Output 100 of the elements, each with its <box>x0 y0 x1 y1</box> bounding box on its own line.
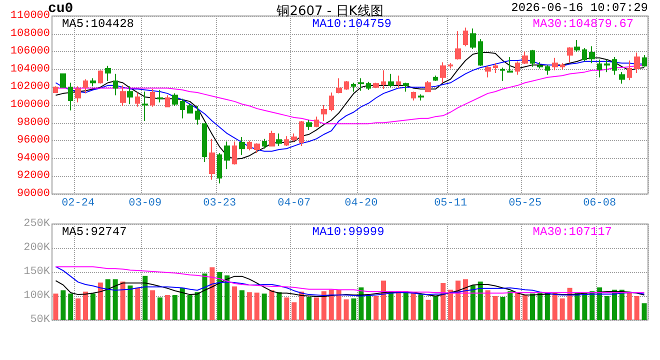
x-tick-label: 04-07 <box>278 198 311 210</box>
x-tick-label: 03-09 <box>128 198 162 210</box>
candlestick <box>299 120 304 146</box>
y-tick-label: 98000 <box>16 116 50 129</box>
y-tick-label: 100K <box>24 290 50 302</box>
y-tick-label: 104000 <box>10 63 50 76</box>
candlestick <box>172 92 178 106</box>
candlestick <box>589 46 595 64</box>
x-tick-label: 03-23 <box>203 198 236 210</box>
candlestick <box>291 132 297 142</box>
y-tick-label: 150K <box>24 266 50 278</box>
y-tick-label: 96000 <box>16 134 50 147</box>
candlestick <box>597 59 602 78</box>
annotation: MA30:104879.67 <box>532 17 634 31</box>
candlestick <box>98 70 103 84</box>
candlestick <box>507 56 513 73</box>
candlestick <box>560 62 565 70</box>
candlestick <box>545 64 550 76</box>
candlestick <box>344 80 349 90</box>
annotation: MA30:107117 <box>532 225 612 239</box>
candlestick <box>411 91 416 102</box>
x-tick-label: 06-08 <box>583 198 616 210</box>
candlestick <box>522 51 528 65</box>
text: 2026-06-16 10:07:29 <box>511 1 648 15</box>
candlestick <box>440 62 446 84</box>
candlestick <box>165 94 170 108</box>
candlestick <box>262 138 267 150</box>
candlestick <box>455 30 461 60</box>
y-tick-label: 200K <box>24 242 50 254</box>
annotation: MA5:104428 <box>62 17 134 31</box>
candlestick <box>478 38 483 66</box>
candlestick <box>195 105 200 126</box>
candlestick <box>105 65 111 82</box>
y-tick-label: 90000 <box>16 188 50 200</box>
candlestick <box>604 59 610 73</box>
candlestick <box>284 136 289 146</box>
x-tick-label: 05-11 <box>434 198 468 210</box>
candlestick <box>642 54 647 68</box>
candlestick <box>418 94 424 102</box>
candlestick <box>388 73 394 88</box>
candlestick <box>269 130 275 146</box>
candlestick <box>232 140 237 166</box>
candlestick <box>83 78 88 94</box>
candlestick <box>276 132 282 146</box>
candlestick <box>634 52 640 74</box>
candlestick <box>127 86 133 105</box>
x-tick-label: 02-24 <box>62 198 95 210</box>
candlestick <box>254 142 260 154</box>
candlestick <box>53 86 58 94</box>
y-tick-label: 250K <box>24 218 50 230</box>
candlestick <box>396 75 401 89</box>
candlestick <box>224 140 230 170</box>
y-tick-label: 108000 <box>10 28 50 40</box>
candlestick <box>612 56 617 76</box>
candlestick <box>537 62 543 70</box>
candlestick <box>113 73 118 96</box>
candlestick <box>68 82 73 111</box>
y-tick-label: 94000 <box>16 152 50 164</box>
x-tick-label: 04-20 <box>344 198 378 210</box>
candlestick <box>552 57 558 71</box>
candlestick <box>75 86 81 103</box>
candlestick <box>627 60 632 81</box>
candlestick <box>202 123 207 162</box>
y-tick-label: 106000 <box>10 46 50 58</box>
candlestick <box>120 84 126 106</box>
annotation: MA10:99999 <box>312 225 384 239</box>
candlestick <box>448 62 453 70</box>
candlestick <box>381 70 386 90</box>
candlestick <box>209 138 215 180</box>
candlestick <box>314 116 319 128</box>
candlestick <box>425 80 431 92</box>
candlestick <box>306 120 312 130</box>
candlestick <box>530 49 535 68</box>
candlestick <box>180 98 185 119</box>
candlestick <box>582 48 587 62</box>
candlestick <box>187 104 193 114</box>
candlestick <box>358 78 364 92</box>
y-tick-label: 102000 <box>10 81 50 94</box>
candlestick <box>142 91 148 122</box>
candlestick <box>351 82 356 92</box>
chart-title: 铜2607 - 日K线图 <box>276 4 384 19</box>
candlestick <box>403 82 409 92</box>
candlestick <box>247 140 252 151</box>
candlestick <box>60 73 66 88</box>
annotation: MA5:92747 <box>62 225 127 239</box>
candlestick <box>321 104 327 122</box>
candlestick <box>463 27 468 47</box>
candlestick <box>90 78 96 87</box>
line-series <box>55 276 645 297</box>
candlestick <box>239 136 245 156</box>
candlestick <box>485 65 491 78</box>
candlestick <box>493 62 498 74</box>
candlestick <box>574 40 580 52</box>
candlestick <box>217 152 222 184</box>
y-tick-label: 50K <box>30 314 50 326</box>
candlestick <box>373 82 379 89</box>
candlestick <box>515 60 520 76</box>
y-tick-label: 92000 <box>16 170 50 182</box>
candlestick <box>433 75 438 82</box>
candlestick <box>567 46 573 63</box>
